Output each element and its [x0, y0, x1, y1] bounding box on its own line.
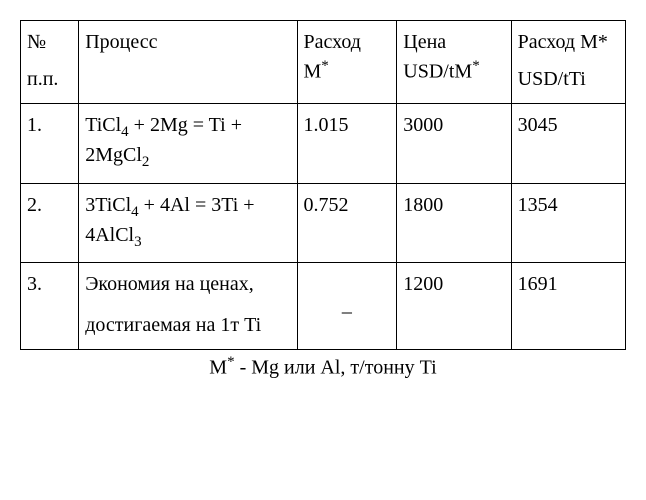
cell-num: 2.	[21, 183, 79, 263]
cell-consumption: _	[297, 263, 397, 350]
footnote: M* - Mg или Al, т/тонну Ti	[20, 354, 626, 380]
cell-num: 3.	[21, 263, 79, 350]
col-header-num-line2: п.п.	[27, 66, 72, 93]
col-header-cost-line1: Расход M*	[518, 31, 608, 53]
asterisk-icon: *	[321, 58, 329, 74]
cell-process: TiCl4 + 2Mg = Ti + 2MgCl2	[79, 104, 297, 184]
table-row: 3. Экономия на ценах, достигаемая на 1т …	[21, 263, 626, 350]
table-row: 2. 3TiCl4 + 4Al = 3Ti + 4AlCl3 0.752 180…	[21, 183, 626, 263]
cell-price: 3000	[397, 104, 511, 184]
cell-cost: 1691	[511, 263, 625, 350]
asterisk-icon: *	[227, 354, 235, 370]
comparison-table: № п.п. Процесс Расход M* Цена USD/tM* Ра…	[20, 20, 626, 350]
col-header-num-line1: №	[27, 31, 46, 53]
cell-cost: 3045	[511, 104, 625, 184]
cell-consumption: 1.015	[297, 104, 397, 184]
col-header-consumption-text: Расход M	[304, 31, 361, 83]
cell-cost: 1354	[511, 183, 625, 263]
col-header-consumption: Расход M*	[297, 21, 397, 104]
cell-consumption: 0.752	[297, 183, 397, 263]
cell-price: 1200	[397, 263, 511, 350]
table-header-row: № п.п. Процесс Расход M* Цена USD/tM* Ра…	[21, 21, 626, 104]
col-header-process-text: Процесс	[85, 31, 157, 53]
col-header-cost: Расход M* USD/tTi	[511, 21, 625, 104]
col-header-price-text: Цена USD/tM	[403, 31, 472, 83]
col-header-num: № п.п.	[21, 21, 79, 104]
cell-num: 1.	[21, 104, 79, 184]
asterisk-icon: *	[472, 58, 480, 74]
table-row: 1. TiCl4 + 2Mg = Ti + 2MgCl2 1.015 3000 …	[21, 104, 626, 184]
cell-process: Экономия на ценах, достигаемая на 1т Ti	[79, 263, 297, 350]
cell-process: 3TiCl4 + 4Al = 3Ti + 4AlCl3	[79, 183, 297, 263]
col-header-price: Цена USD/tM*	[397, 21, 511, 104]
footnote-pre: M	[209, 357, 227, 379]
col-header-process: Процесс	[79, 21, 297, 104]
footnote-post: - Mg или Al, т/тонну Ti	[235, 357, 437, 379]
cell-price: 1800	[397, 183, 511, 263]
col-header-cost-line2: USD/tTi	[518, 66, 619, 93]
